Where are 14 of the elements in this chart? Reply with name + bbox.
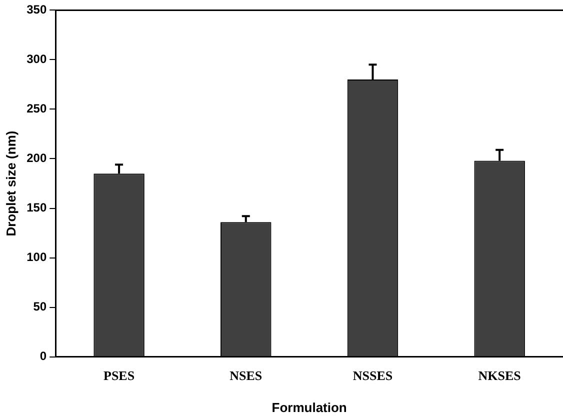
y-tick-label: 150 bbox=[26, 200, 47, 215]
y-tick-label: 350 bbox=[26, 2, 47, 17]
y-tick-label: 200 bbox=[26, 151, 47, 166]
y-tick-label: 100 bbox=[26, 250, 47, 264]
y-axis-title: Droplet size (nm) bbox=[3, 130, 18, 236]
y-tick-label: 250 bbox=[26, 102, 47, 116]
x-tick-label: NSSES bbox=[352, 368, 393, 383]
y-tick-label: 0 bbox=[40, 349, 47, 364]
y-tick-label: 50 bbox=[33, 300, 47, 314]
x-axis-title: Formulation bbox=[272, 400, 347, 415]
x-tick-label: NSES bbox=[230, 368, 262, 383]
x-tick-label: PSES bbox=[104, 368, 135, 383]
x-tick-label: NKSES bbox=[478, 368, 521, 383]
y-tick-label: 300 bbox=[26, 52, 47, 66]
